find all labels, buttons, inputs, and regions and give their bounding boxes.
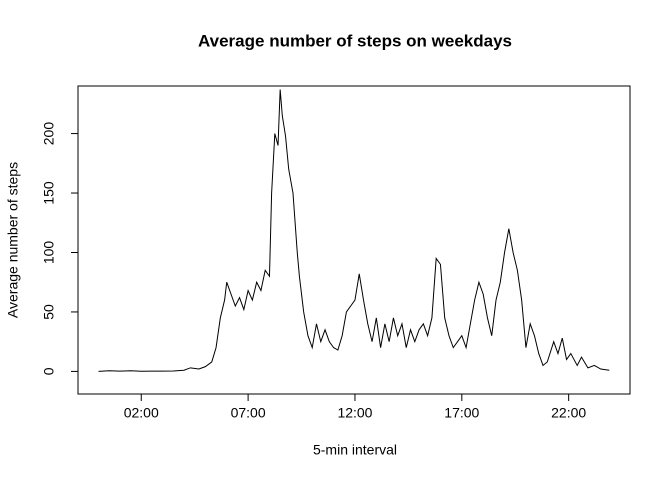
x-tick-label: 22:00 (551, 405, 586, 421)
x-tick-label: 02:00 (124, 405, 159, 421)
y-tick-label: 150 (41, 181, 57, 205)
x-tick-label: 07:00 (231, 405, 266, 421)
y-tick-label: 100 (41, 241, 57, 265)
y-tick-label: 200 (41, 122, 57, 146)
plot-box (77, 85, 631, 395)
x-tick-label: 17:00 (444, 405, 479, 421)
y-axis-label: Average number of steps (5, 162, 21, 318)
y-tick-label: 50 (41, 304, 57, 320)
data-line (98, 89, 610, 372)
y-tick-label: 0 (41, 367, 57, 375)
x-axis-label: 5-min interval (313, 442, 397, 458)
x-tick-label: 12:00 (337, 405, 372, 421)
chart-title: Average number of steps on weekdays (198, 31, 512, 50)
